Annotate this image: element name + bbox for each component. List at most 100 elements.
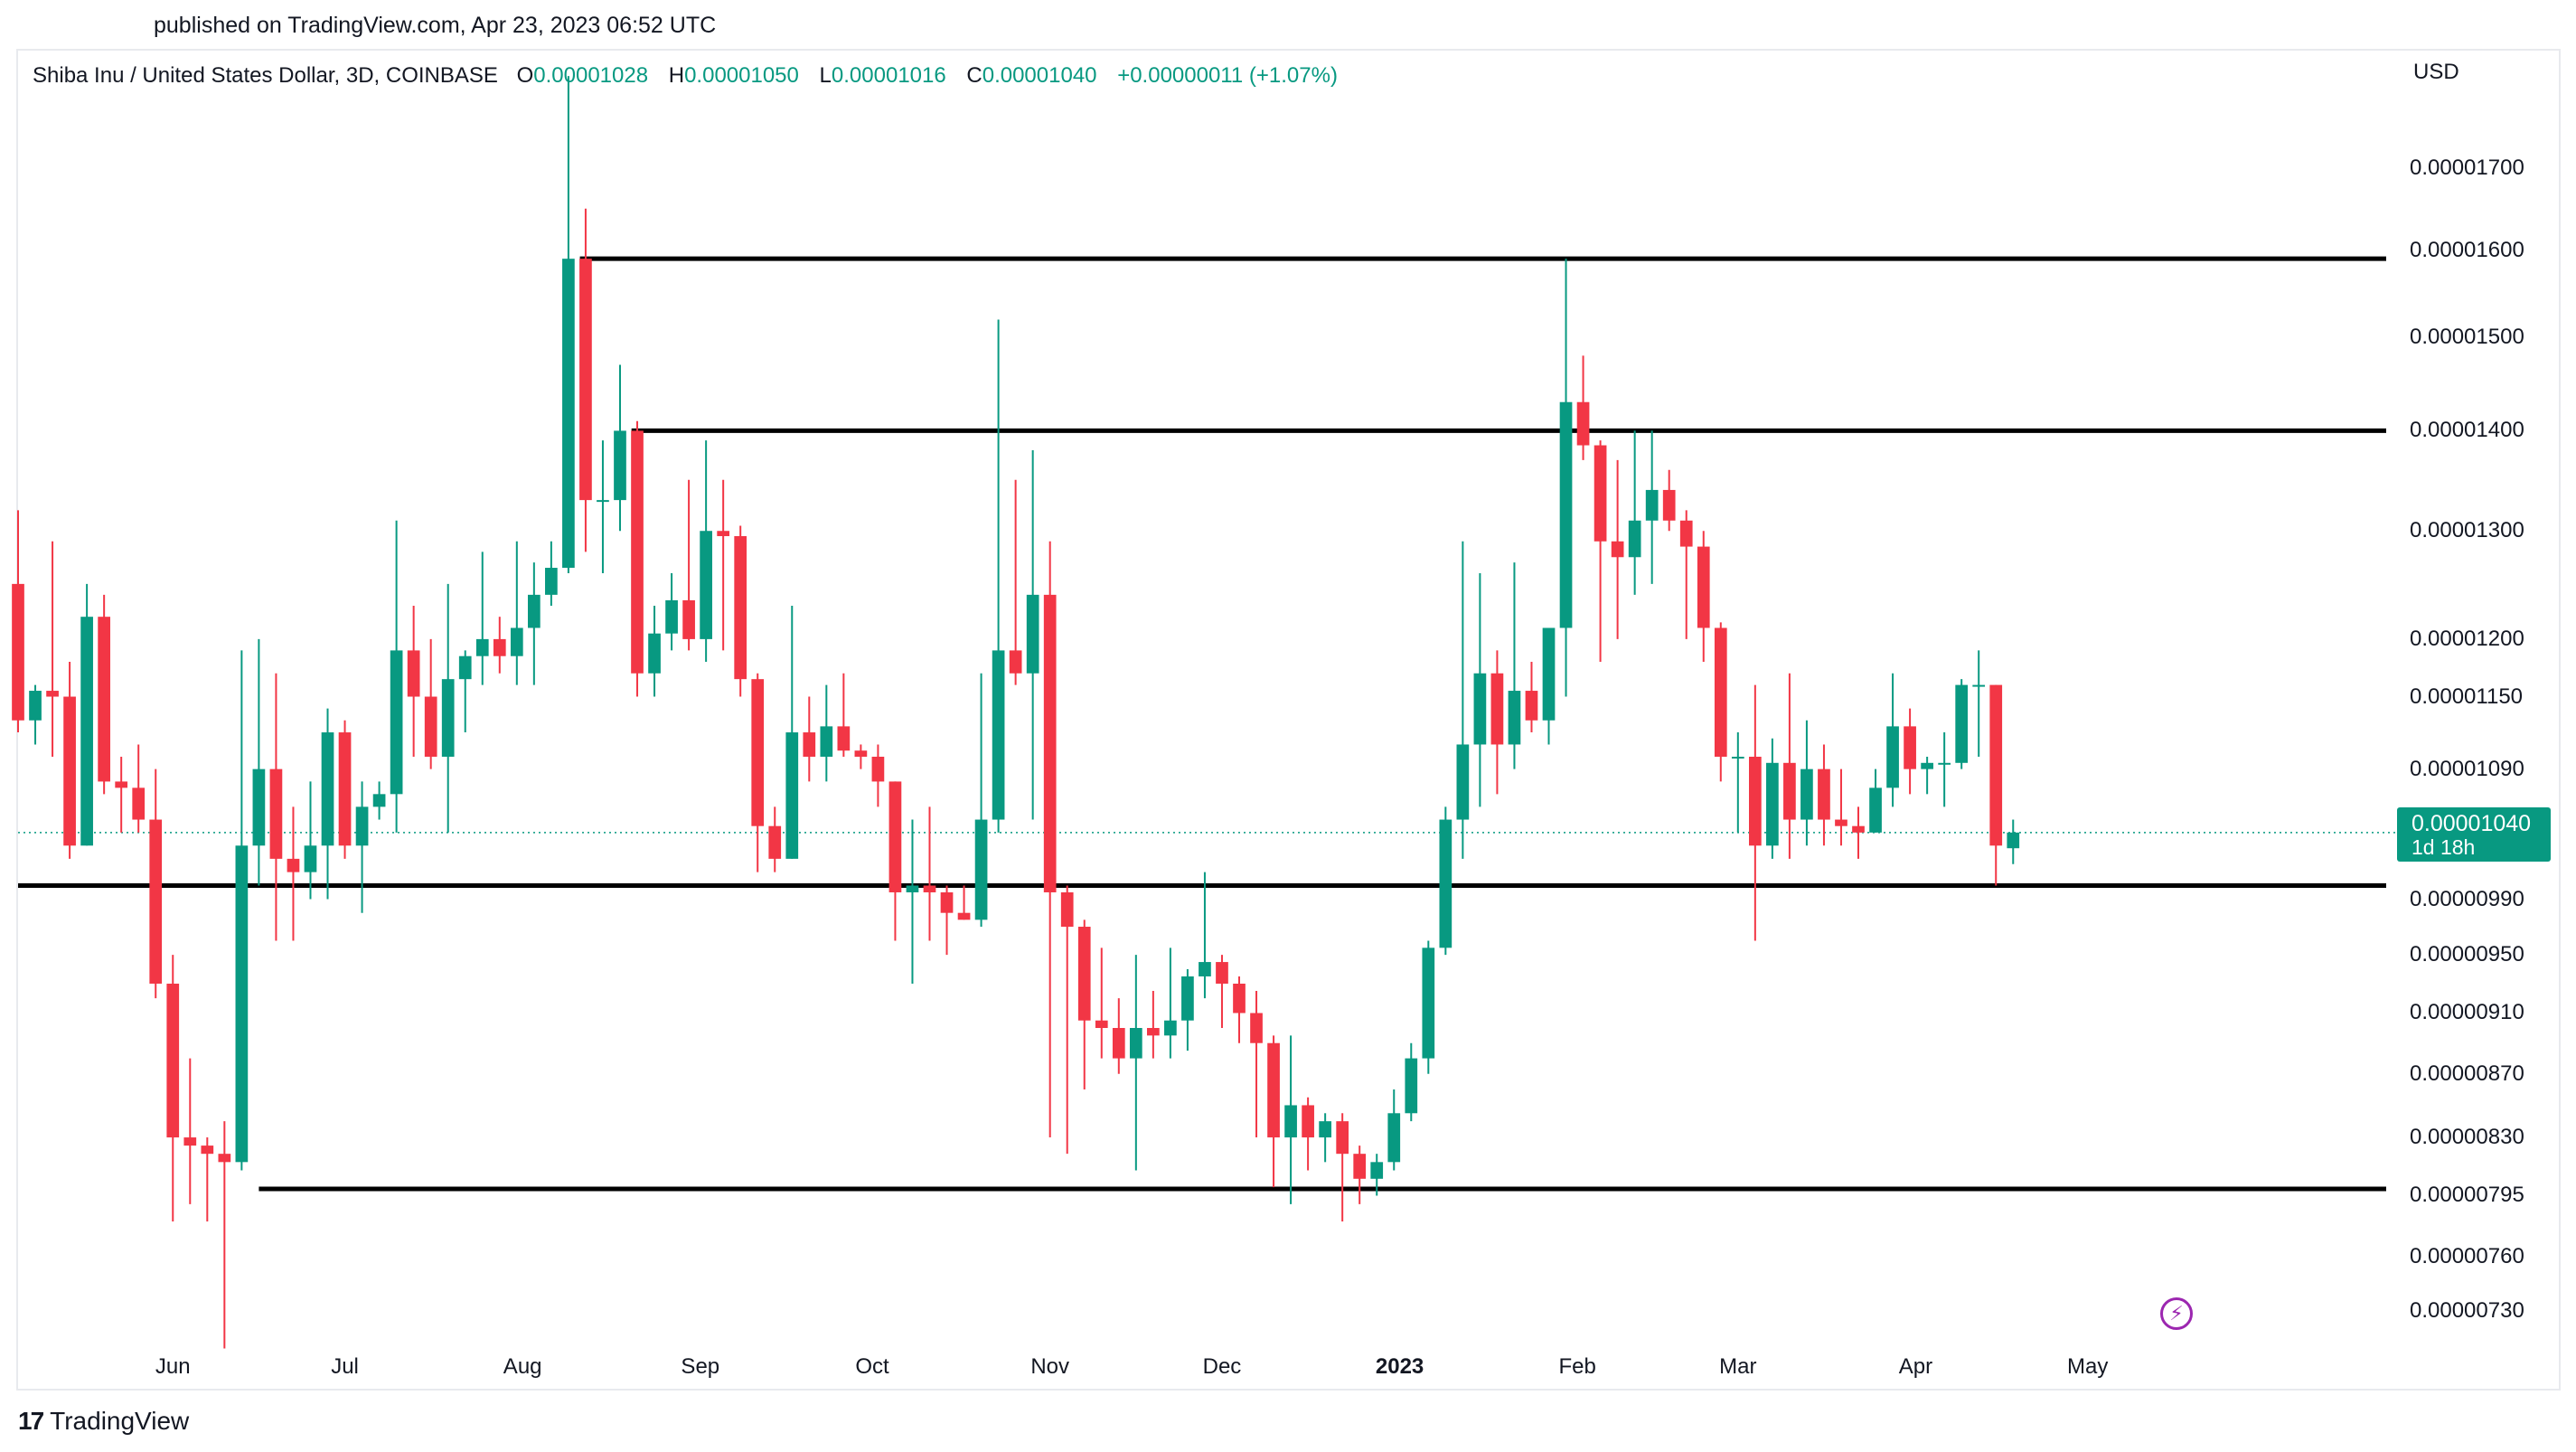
- tradingview-logo-icon: 17: [18, 1407, 44, 1435]
- price-tick-label: 0.00000950: [2410, 942, 2524, 967]
- candle-body: [562, 259, 575, 569]
- candle-body: [46, 691, 59, 697]
- candle-body: [1129, 1028, 1142, 1059]
- candle-body: [1267, 1042, 1280, 1138]
- month-tick-label: Aug: [503, 1354, 542, 1379]
- candle-body: [1387, 1113, 1401, 1163]
- candle-body: [1731, 756, 1744, 759]
- price-tick-label: 0.00001300: [2410, 518, 2524, 543]
- brand-name: TradingView: [50, 1407, 190, 1435]
- candle-body: [614, 430, 626, 501]
- candle-body: [1748, 756, 1762, 846]
- candle-body: [1628, 520, 1641, 558]
- candle-body: [12, 583, 24, 721]
- candle-body: [1490, 673, 1504, 745]
- candle-body: [1955, 684, 1969, 763]
- candle-body: [493, 638, 506, 656]
- candle-body: [1783, 762, 1796, 820]
- price-tick-label: 0.00001400: [2410, 418, 2524, 443]
- low-value: 0.00001016: [831, 63, 946, 88]
- candle-body: [252, 768, 266, 846]
- price-tick-label: 0.00001500: [2410, 325, 2524, 350]
- candle-body: [1989, 684, 2003, 846]
- candle-body: [1370, 1162, 1384, 1179]
- lightning-bolt-icon[interactable]: ⚡: [2160, 1297, 2193, 1330]
- candle-body: [700, 531, 712, 639]
- candle-body: [888, 781, 902, 892]
- candle-body: [372, 794, 386, 807]
- close-value: 0.00001040: [982, 63, 1097, 88]
- price-tick-label: 0.00001090: [2410, 756, 2524, 781]
- candle-body: [871, 756, 885, 782]
- candle-body: [1542, 627, 1556, 721]
- candle-body: [837, 726, 851, 751]
- candle-body: [218, 1154, 231, 1163]
- candle-body: [1835, 819, 1847, 826]
- month-tick-label: 2023: [1375, 1354, 1424, 1379]
- candle-body: [2007, 832, 2020, 849]
- open-value: 0.00001028: [533, 63, 649, 88]
- candle-body: [1972, 684, 1986, 687]
- candle-body: [940, 891, 954, 913]
- price-tick-label: 0.00000830: [2410, 1125, 2524, 1150]
- price-tick-label: 0.00001700: [2410, 156, 2524, 181]
- candle-body: [355, 806, 369, 846]
- month-tick-label: Mar: [1719, 1354, 1757, 1379]
- candle-body: [1697, 546, 1710, 628]
- candle-body: [545, 568, 558, 595]
- month-tick-label: Jun: [155, 1354, 191, 1379]
- candle-body: [201, 1146, 214, 1155]
- candle-body: [98, 617, 110, 782]
- candle-body: [1921, 762, 1933, 769]
- symbol-name: Shiba Inu / United States Dollar, 3D, CO…: [33, 63, 498, 88]
- candle-body: [1508, 691, 1521, 745]
- candle-body: [1800, 768, 1813, 820]
- candle-body: [183, 1137, 197, 1146]
- candle-body: [1250, 1013, 1263, 1043]
- candle-body: [1233, 983, 1246, 1014]
- candle-body: [338, 732, 352, 846]
- published-note: published on TradingView.com, Apr 23, 20…: [154, 13, 717, 38]
- price-tick-label: 0.00001600: [2410, 237, 2524, 262]
- candle-body: [1181, 976, 1194, 1021]
- candle-body: [1679, 520, 1693, 547]
- candle-body: [1026, 594, 1039, 674]
- currency-label[interactable]: USD: [2413, 60, 2459, 84]
- candle-body: [1852, 825, 1865, 833]
- candle-body: [424, 696, 437, 757]
- candle-body: [166, 983, 180, 1138]
- month-tick-label: Jul: [331, 1354, 359, 1379]
- candle-body: [29, 691, 42, 721]
- high-label: H: [668, 63, 685, 88]
- candle-body: [132, 787, 146, 820]
- candle-body: [63, 696, 76, 846]
- candle-body: [1405, 1058, 1418, 1114]
- month-tick-label: Oct: [855, 1354, 889, 1379]
- candle-body: [1938, 762, 1951, 765]
- open-label: O: [516, 63, 534, 88]
- brand-footer[interactable]: 17 TradingView: [18, 1407, 189, 1436]
- candle-body: [803, 732, 816, 757]
- candle-body: [957, 912, 971, 920]
- candle-body: [80, 617, 93, 846]
- low-label: L: [819, 63, 832, 88]
- candle-body: [923, 885, 936, 892]
- candle-body: [458, 655, 472, 680]
- candle-body: [1043, 594, 1057, 892]
- candle-body: [768, 825, 782, 859]
- candle-body: [906, 885, 919, 892]
- candle-body: [785, 732, 799, 859]
- candle-body: [407, 650, 420, 697]
- candle-body: [390, 650, 403, 795]
- candle-body: [1077, 927, 1091, 1021]
- candle-body: [304, 845, 317, 872]
- candle-body: [1594, 445, 1607, 542]
- month-tick-label: Nov: [1030, 1354, 1070, 1379]
- candle-body: [115, 781, 128, 788]
- month-tick-label: May: [2067, 1354, 2109, 1379]
- close-label: C: [966, 63, 982, 88]
- candle-body: [665, 599, 678, 634]
- candle-body: [1818, 768, 1830, 820]
- candle-body: [1216, 962, 1228, 984]
